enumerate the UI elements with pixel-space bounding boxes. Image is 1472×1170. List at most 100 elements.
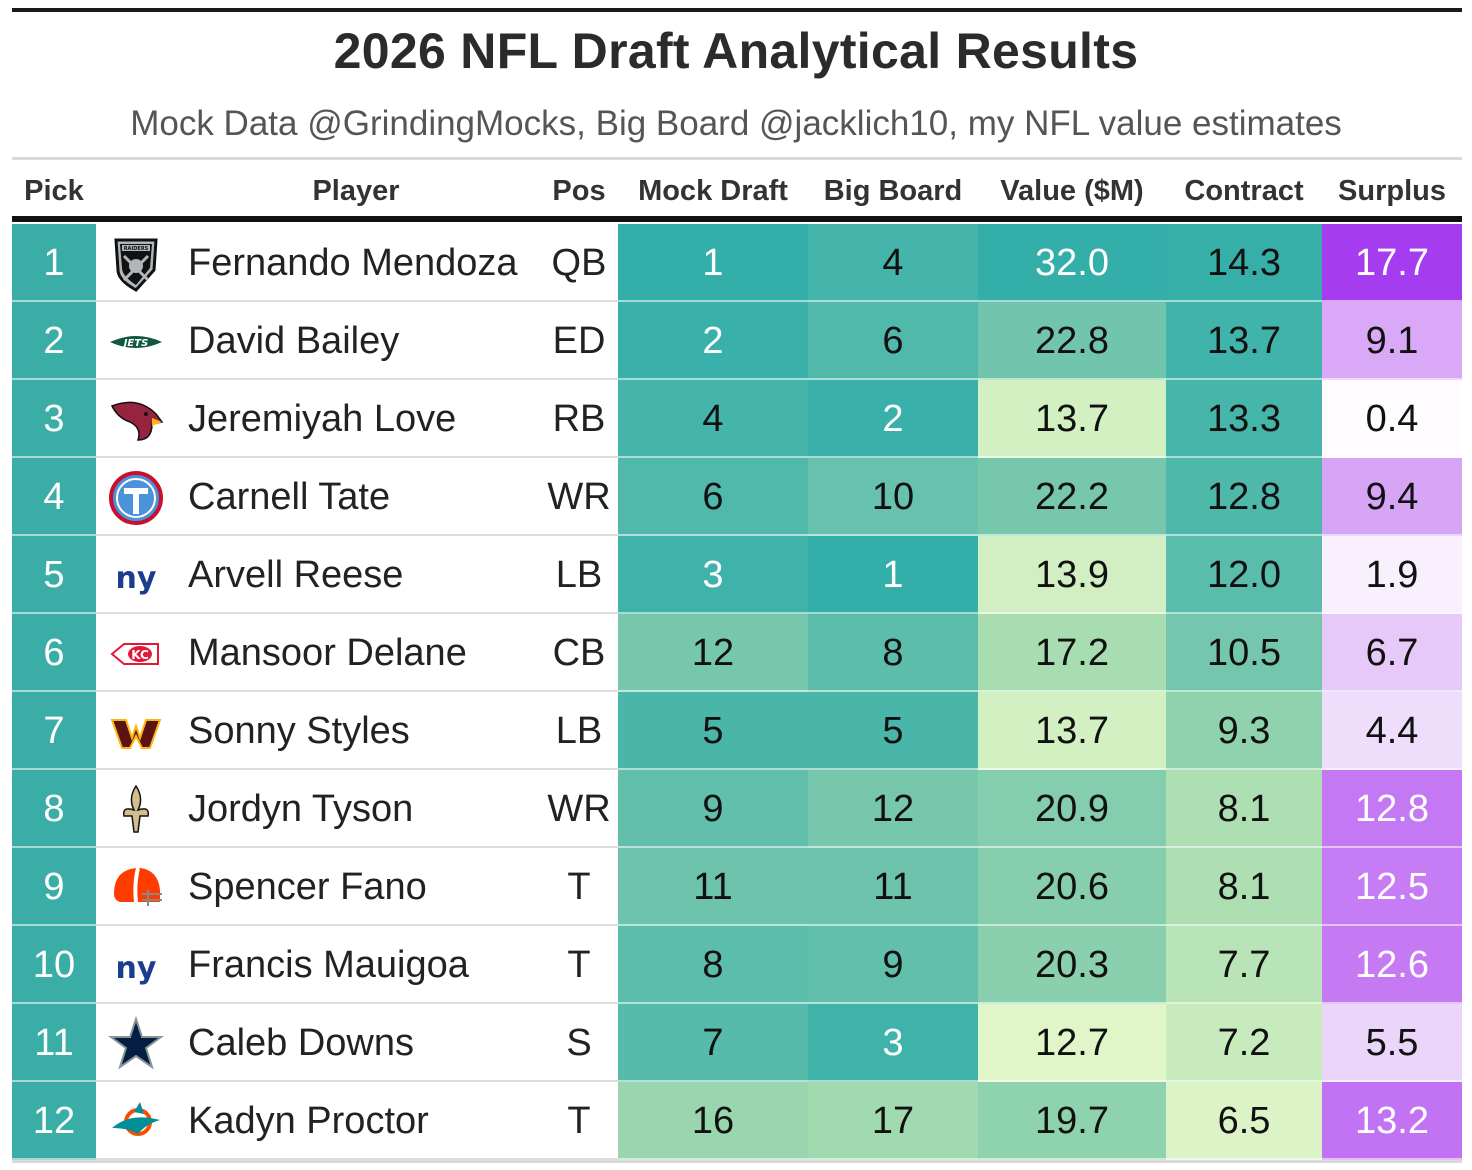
table-row: 3 Jeremiyah Love RB 4 2 13.7 13.3 0.4 bbox=[12, 380, 1462, 458]
header-value: Value ($M) bbox=[1000, 175, 1144, 207]
mock-draft-cell: 3 bbox=[618, 536, 808, 614]
position-cell: S bbox=[566, 1022, 592, 1064]
contract-cell: 6.5 bbox=[1166, 1082, 1322, 1160]
titans-logo-icon bbox=[108, 470, 164, 526]
mock-draft-cell: 2 bbox=[618, 302, 808, 380]
position-cell: WR bbox=[547, 476, 611, 518]
surplus-cell: 9.4 bbox=[1322, 458, 1462, 536]
surplus-cell: 4.4 bbox=[1322, 692, 1462, 770]
big-board-cell: 17 bbox=[808, 1082, 978, 1160]
header-pick: Pick bbox=[24, 175, 84, 207]
player-name: Kadyn Proctor bbox=[188, 1100, 429, 1142]
player-area-bg bbox=[96, 224, 618, 302]
player-name: Jordyn Tyson bbox=[188, 788, 414, 830]
big-board-cell: 9 bbox=[808, 926, 978, 1004]
player-area-bg bbox=[96, 458, 618, 536]
value-cell: 12.7 bbox=[978, 1004, 1166, 1082]
contract-cell: 7.2 bbox=[1166, 1004, 1322, 1082]
table-row: 9 Spencer Fano T 11 11 20.6 8.1 12.5 bbox=[12, 848, 1462, 926]
value-cell: 13.7 bbox=[978, 380, 1166, 458]
svg-text:KC: KC bbox=[131, 648, 149, 662]
contract-cell: 12.0 bbox=[1166, 536, 1322, 614]
player-name: Spencer Fano bbox=[188, 866, 427, 908]
jets-logo-icon: JETS bbox=[108, 314, 164, 370]
value-cell: 13.9 bbox=[978, 536, 1166, 614]
value-cell: 20.9 bbox=[978, 770, 1166, 848]
table-row: JETS 2 David Bailey ED 2 6 22.8 13.7 9.1 bbox=[12, 302, 1462, 380]
contract-cell: 13.7 bbox=[1166, 302, 1322, 380]
mock-draft-cell: 16 bbox=[618, 1082, 808, 1160]
player-area-bg bbox=[96, 1004, 618, 1082]
mock-draft-cell: 7 bbox=[618, 1004, 808, 1082]
chart-title: 2026 NFL Draft Analytical Results bbox=[333, 23, 1139, 79]
player-name: David Bailey bbox=[188, 320, 400, 362]
pick-cell: 11 bbox=[12, 1004, 96, 1082]
mock-draft-cell: 8 bbox=[618, 926, 808, 1004]
surplus-cell: 5.5 bbox=[1322, 1004, 1462, 1082]
player-name: Caleb Downs bbox=[188, 1022, 414, 1064]
player-name: Sonny Styles bbox=[188, 710, 410, 752]
mock-draft-cell: 5 bbox=[618, 692, 808, 770]
table-row: 7 Sonny Styles LB 5 5 13.7 9.3 4.4 bbox=[12, 692, 1462, 770]
surplus-cell: 1.9 bbox=[1322, 536, 1462, 614]
contract-cell: 10.5 bbox=[1166, 614, 1322, 692]
pick-cell: 9 bbox=[12, 848, 96, 926]
big-board-cell: 8 bbox=[808, 614, 978, 692]
position-cell: CB bbox=[552, 632, 606, 674]
value-cell: 20.3 bbox=[978, 926, 1166, 1004]
saints-logo-icon bbox=[108, 782, 164, 838]
position-cell: QB bbox=[551, 242, 607, 284]
surplus-cell: 6.7 bbox=[1322, 614, 1462, 692]
surplus-cell: 12.8 bbox=[1322, 770, 1462, 848]
pick-cell: 8 bbox=[12, 770, 96, 848]
player-area-bg bbox=[96, 770, 618, 848]
pick-cell: 6 bbox=[12, 614, 96, 692]
surplus-cell: 13.2 bbox=[1322, 1082, 1462, 1160]
subtitle-divider bbox=[12, 157, 1462, 160]
player-name: Carnell Tate bbox=[188, 476, 391, 518]
surplus-cell: 12.5 bbox=[1322, 848, 1462, 926]
cowboys-logo-icon bbox=[107, 1015, 165, 1072]
contract-cell: 12.8 bbox=[1166, 458, 1322, 536]
player-area-bg bbox=[96, 692, 618, 770]
position-cell: T bbox=[567, 944, 591, 986]
surplus-cell: 17.7 bbox=[1322, 224, 1462, 302]
bottom-rule bbox=[12, 1160, 1462, 1163]
player-area-bg bbox=[96, 536, 618, 614]
pick-cell: 7 bbox=[12, 692, 96, 770]
value-cell: 20.6 bbox=[978, 848, 1166, 926]
big-board-cell: 3 bbox=[808, 1004, 978, 1082]
value-cell: 19.7 bbox=[978, 1082, 1166, 1160]
table-header: Pick Player Pos Mock Draft Big Board Val… bbox=[12, 166, 1462, 216]
value-cell: 22.8 bbox=[978, 302, 1166, 380]
position-cell: T bbox=[567, 866, 591, 908]
table-row: 8 Jordyn Tyson WR 9 12 20.9 8.1 12.8 bbox=[12, 770, 1462, 848]
player-name: Francis Mauigoa bbox=[188, 944, 469, 986]
value-cell: 22.2 bbox=[978, 458, 1166, 536]
chiefs-logo-icon: KC bbox=[108, 626, 164, 682]
pick-cell: 1 bbox=[12, 224, 96, 302]
table-row: 11 Caleb Downs S 7 3 12.7 7.2 5.5 bbox=[12, 1004, 1462, 1082]
player-name: Mansoor Delane bbox=[188, 632, 467, 674]
table-row: ny 5 Arvell Reese LB 3 1 13.9 12.0 1.9 bbox=[12, 536, 1462, 614]
pick-cell: 10 bbox=[12, 926, 96, 1004]
surplus-cell: 9.1 bbox=[1322, 302, 1462, 380]
header-surplus: Surplus bbox=[1338, 175, 1446, 207]
position-cell: WR bbox=[547, 788, 611, 830]
header-contract: Contract bbox=[1184, 175, 1304, 207]
svg-text:ny: ny bbox=[116, 561, 157, 596]
big-board-cell: 4 bbox=[808, 224, 978, 302]
big-board-cell: 2 bbox=[808, 380, 978, 458]
svg-text:ny: ny bbox=[116, 951, 157, 986]
commanders-logo-icon bbox=[108, 704, 164, 760]
position-cell: ED bbox=[552, 320, 606, 362]
cardinals-logo-icon bbox=[108, 392, 164, 448]
position-cell: LB bbox=[555, 710, 603, 752]
big-board-cell: 1 bbox=[808, 536, 978, 614]
player-name: Arvell Reese bbox=[188, 554, 404, 596]
player-area-bg bbox=[96, 302, 618, 380]
player-name: Jeremiyah Love bbox=[188, 398, 457, 440]
big-board-cell: 6 bbox=[808, 302, 978, 380]
player-name: Fernando Mendoza bbox=[188, 242, 518, 284]
top-rule bbox=[12, 8, 1462, 12]
